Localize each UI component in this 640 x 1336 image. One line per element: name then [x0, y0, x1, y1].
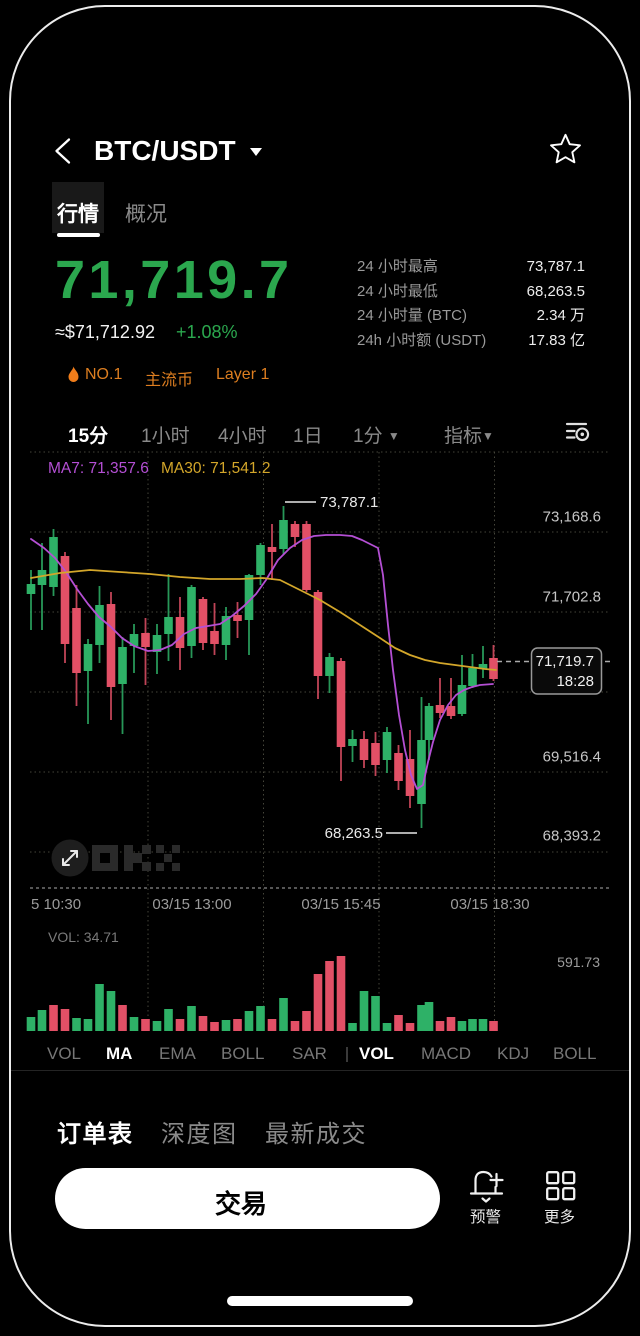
- svg-text:VOL: 34.71: VOL: 34.71: [48, 929, 119, 945]
- svg-text:71,719.7: 71,719.7: [536, 653, 594, 670]
- svg-text:03/15 15:45: 03/15 15:45: [301, 896, 380, 913]
- svg-text:5 10:30: 5 10:30: [31, 896, 81, 913]
- svg-text:68,393.2: 68,393.2: [543, 828, 601, 845]
- svg-text:73,168.6: 73,168.6: [543, 509, 601, 526]
- svg-text:03/15 13:00: 03/15 13:00: [152, 896, 231, 913]
- svg-text:73,787.1: 73,787.1: [320, 494, 378, 511]
- svg-text:69,516.4: 69,516.4: [543, 749, 601, 766]
- svg-text:18:28: 18:28: [556, 673, 594, 690]
- svg-text:MA7: 71,357.6: MA7: 71,357.6: [48, 460, 149, 477]
- svg-text:68,263.5: 68,263.5: [325, 825, 383, 842]
- svg-text:71,702.8: 71,702.8: [543, 589, 601, 606]
- svg-text:MA30: 71,541.2: MA30: 71,541.2: [161, 460, 270, 477]
- svg-text:591.73: 591.73: [557, 954, 600, 970]
- svg-text:03/15 18:30: 03/15 18:30: [450, 896, 529, 913]
